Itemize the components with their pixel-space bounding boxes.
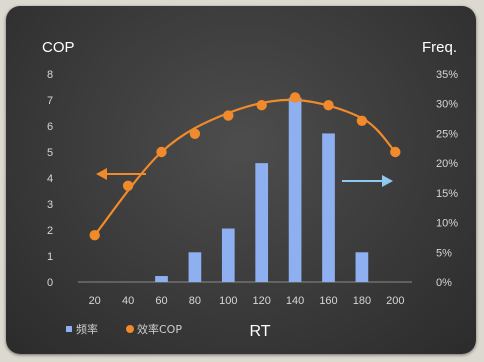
- x-tick-label: 120: [253, 295, 271, 307]
- legend-label-cop: 效率COP: [137, 322, 182, 336]
- x-tick-label: 100: [219, 295, 237, 307]
- y-axis-ticks: 0 1 2 3 4 5 6 7 8: [47, 69, 53, 289]
- frequency-bar: [322, 133, 335, 282]
- y2-tick-label: 25%: [436, 128, 458, 140]
- cop-point: [223, 110, 234, 121]
- y2-tick-label: 5%: [436, 247, 452, 259]
- cop-point: [323, 100, 334, 111]
- y2-tick-label: 10%: [436, 218, 458, 230]
- y2-tick-label: 35%: [436, 69, 458, 81]
- legend-swatch-frequency: [66, 326, 72, 332]
- y-tick-label: 3: [47, 199, 53, 211]
- left-arrow-annotation: [96, 168, 146, 180]
- frequency-bar: [221, 228, 235, 282]
- y-tick-label: 0: [47, 277, 53, 289]
- chart: COP Freq. RT 0 1 2 3 4 5 6 7 8 0% 5% 10% 15% 20% 25% 3…: [42, 39, 458, 340]
- y2-tick-label: 0%: [436, 277, 452, 289]
- x-tick-label: 80: [189, 295, 201, 307]
- y-tick-label: 7: [47, 95, 53, 107]
- frequency-bar: [255, 163, 269, 282]
- y-tick-label: 2: [47, 225, 53, 237]
- cop-point: [356, 115, 368, 127]
- cop-point: [256, 100, 267, 111]
- legend: 频率 效率COP: [66, 322, 182, 336]
- frequency-bars: [155, 97, 369, 283]
- legend-swatch-cop: [126, 325, 134, 333]
- cop-point: [289, 92, 301, 103]
- frequency-bar: [355, 252, 369, 282]
- y-tick-label: 1: [47, 251, 53, 263]
- x-tick-label: 200: [386, 295, 404, 307]
- y2-tick-label: 20%: [436, 158, 458, 170]
- y2-tick-label: 15%: [436, 188, 458, 200]
- cop-trend-curve: [93, 98, 397, 236]
- x-tick-label: 20: [89, 295, 101, 307]
- cop-point: [189, 128, 201, 139]
- y2-axis-ticks: 0% 5% 10% 15% 20% 25% 30% 35%: [436, 69, 458, 289]
- y-tick-label: 8: [47, 69, 53, 81]
- x-tick-label: 160: [319, 295, 337, 307]
- y2-tick-label: 30%: [436, 99, 458, 111]
- x-axis-ticks: 20 40 60 80 100 120 140 160 180 200: [89, 295, 405, 307]
- chart-frame: COP Freq. RT 0 1 2 3 4 5 6 7 8 0% 5% 10% 15% 20% 25% 3…: [6, 6, 476, 354]
- y-tick-label: 4: [47, 173, 53, 185]
- x-tick-label: 40: [122, 295, 134, 307]
- y-axis-title: COP: [42, 39, 75, 56]
- cop-point: [156, 146, 167, 158]
- frequency-bar: [188, 252, 202, 282]
- legend-label-frequency: 频率: [76, 322, 98, 336]
- cop-point: [122, 180, 134, 191]
- y-tick-label: 5: [47, 147, 53, 159]
- x-tick-label: 180: [353, 295, 371, 307]
- y2-axis-title: Freq.: [422, 39, 457, 56]
- cop-point: [390, 146, 401, 158]
- right-arrow-annotation: [342, 175, 393, 187]
- x-tick-label: 60: [155, 295, 167, 307]
- x-axis-title: RT: [249, 323, 270, 340]
- y-tick-label: 6: [47, 121, 53, 133]
- x-tick-label: 140: [286, 295, 304, 307]
- frequency-bar: [288, 97, 302, 283]
- cop-points: [89, 92, 401, 241]
- cop-point: [89, 230, 100, 241]
- frequency-bar: [155, 276, 168, 282]
